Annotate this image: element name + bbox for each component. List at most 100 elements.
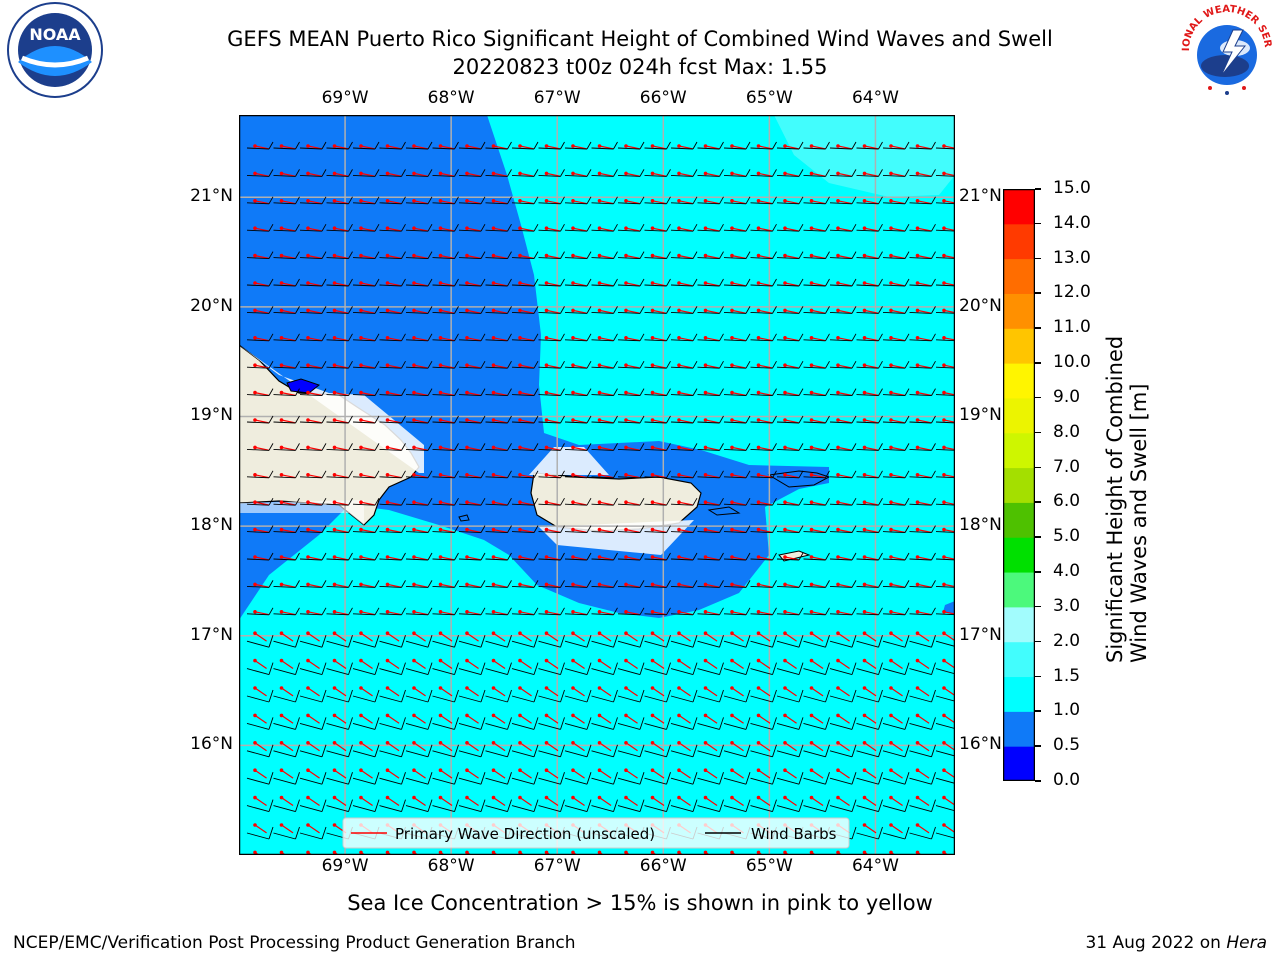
wave-arrow-head — [571, 363, 575, 367]
wind-barb — [644, 777, 667, 785]
wave-arrow — [466, 742, 479, 752]
wave-arrow — [705, 364, 720, 369]
wave-arrow — [678, 364, 693, 369]
wind-barb-flag — [745, 169, 751, 177]
wave-arrow-head — [306, 850, 310, 855]
wave-arrow — [917, 337, 932, 342]
wave-arrow — [731, 797, 744, 807]
wave-arrow-head — [862, 473, 867, 477]
wave-arrow-head — [809, 363, 814, 367]
lon-label-top: 69°W — [321, 88, 369, 108]
wave-arrow-head — [571, 253, 575, 258]
wind-barb-flag — [851, 415, 857, 424]
puerto-rico-land — [530, 472, 702, 532]
wind-barb — [273, 531, 296, 534]
wave-arrow — [281, 611, 296, 616]
wind-barb — [909, 147, 932, 150]
wave-arrow — [546, 172, 561, 177]
wind-barb — [776, 476, 800, 479]
wave-arrow-head — [306, 336, 310, 340]
wind-barb-flag — [454, 552, 459, 561]
wave-arrow — [811, 583, 826, 588]
wind-barb — [299, 722, 323, 730]
wind-barb — [564, 805, 588, 813]
wave-arrow — [546, 255, 561, 259]
wave-arrow-head — [544, 713, 549, 718]
wind-barb-flag — [878, 251, 883, 259]
wind-barb-flag — [586, 306, 592, 314]
wind-barb-flag — [560, 799, 565, 812]
noaa-logo-text: NOAA — [29, 25, 81, 44]
wave-arrow — [652, 474, 667, 479]
wave-arrow-head — [889, 390, 893, 395]
wind-barb — [299, 311, 323, 314]
wind-barb — [458, 147, 482, 150]
wind-barb — [591, 284, 614, 287]
wave-arrow — [546, 337, 561, 342]
wind-barb — [405, 640, 429, 648]
wind-barb-flag — [904, 635, 910, 648]
wave-arrow — [466, 797, 479, 807]
wave-arrow-head — [412, 658, 416, 663]
wave-arrow — [466, 145, 481, 150]
wind-barb-flag — [692, 141, 698, 150]
wind-barb — [803, 448, 826, 451]
wave-arrow — [493, 611, 508, 616]
wave-arrow-head — [809, 631, 814, 635]
lon-label-top: 65°W — [745, 88, 793, 108]
wind-barb-flag — [560, 388, 565, 396]
wind-barb-flag — [533, 169, 539, 177]
nws-logo: NATIONAL WEATHER SERVICE — [1171, 0, 1280, 100]
wave-arrow-head — [571, 658, 575, 663]
wind-barb-flag — [586, 169, 592, 177]
wave-arrow — [731, 501, 746, 506]
wave-arrow — [652, 714, 665, 724]
wind-barb — [246, 202, 270, 205]
wind-barb — [564, 722, 588, 730]
wind-barb-flag — [825, 717, 830, 730]
wind-barb-flag — [268, 744, 274, 757]
wave-arrow — [466, 309, 481, 314]
wave-arrow-head — [597, 631, 602, 635]
wind-barb — [564, 311, 588, 314]
wind-barb-flag — [374, 415, 380, 424]
wind-barb — [379, 805, 402, 813]
wind-barb — [776, 366, 800, 369]
colorbar-tick-label: 15.0 — [1053, 178, 1091, 198]
wave-arrow — [307, 824, 320, 834]
wave-arrow — [599, 309, 614, 314]
wave-arrow-head — [518, 445, 522, 450]
wind-barb — [882, 531, 906, 534]
wave-arrow-head — [862, 527, 867, 532]
wave-arrow-head — [836, 555, 840, 559]
wave-arrow-head — [942, 308, 946, 313]
wind-barb-flag — [931, 662, 936, 675]
wind-barb-flag — [825, 470, 830, 479]
wave-arrow — [599, 227, 614, 232]
wave-arrow-head — [730, 555, 734, 559]
wind-barb-flag — [692, 333, 698, 342]
wave-arrow — [837, 337, 852, 342]
wind-barb — [776, 558, 800, 561]
wind-barb — [352, 174, 376, 177]
wave-arrow — [758, 392, 773, 396]
wind-barb — [538, 585, 561, 588]
wind-barb-flag — [692, 635, 698, 648]
wave-arrow-head — [518, 850, 522, 855]
colorbar-tick-label: 9.0 — [1053, 386, 1081, 407]
wind-barb — [564, 503, 588, 506]
wind-barb — [750, 257, 773, 260]
wave-arrow-head — [942, 390, 946, 395]
wave-arrow — [254, 797, 267, 807]
wave-arrow — [731, 282, 746, 287]
wind-barb-flag — [533, 470, 539, 479]
wind-barb-flag — [745, 662, 751, 675]
wave-arrow — [281, 419, 296, 424]
wave-arrow — [360, 742, 373, 752]
wind-barb-flag — [586, 223, 592, 232]
wave-arrow — [758, 337, 773, 342]
wind-barb-flag — [401, 662, 406, 675]
wind-barb-flag — [401, 251, 406, 259]
wave-arrow — [705, 769, 718, 779]
wave-arrow — [572, 769, 585, 779]
